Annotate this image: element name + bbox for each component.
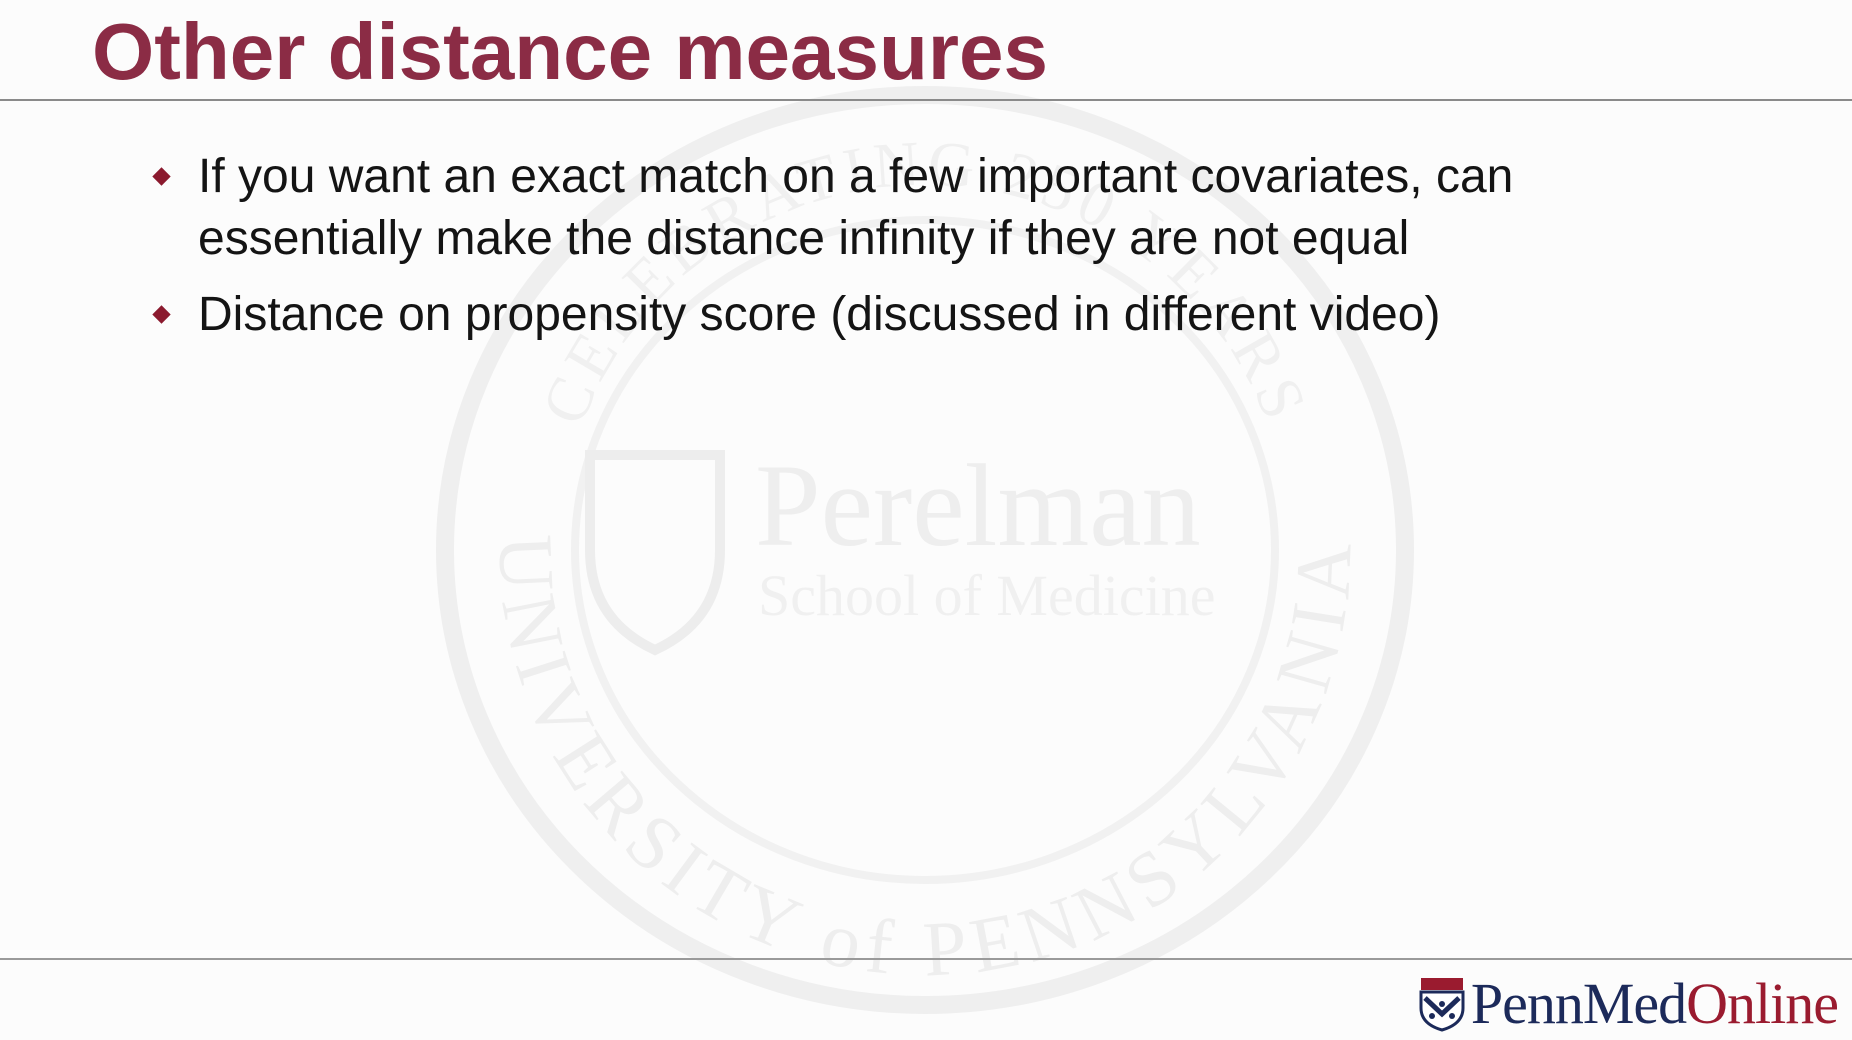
footer-divider xyxy=(0,958,1852,960)
seal-outer-ring xyxy=(436,86,1414,1014)
seal-name-line2: School of Medicine xyxy=(758,563,1215,628)
bullet-list: If you want an exact match on a few impo… xyxy=(148,146,1708,360)
pennmedonline-logo: PennMedOnline xyxy=(1419,971,1839,1036)
slide-title: Other distance measures xyxy=(92,7,1048,96)
diamond-bullet-icon xyxy=(152,305,171,324)
logo-wordmark: PennMedOnline xyxy=(1470,971,1839,1036)
bullet-text: If you want an exact match on a few impo… xyxy=(198,150,1514,265)
perelman-seal-watermark: CELEBRATING 250 YEARS UNIVERSITY of PENN… xyxy=(436,86,1414,1014)
bullet-text: Distance on propensity score (discussed … xyxy=(198,288,1441,341)
seal-shield-icon xyxy=(585,450,725,656)
bullet-item: If you want an exact match on a few impo… xyxy=(148,146,1708,270)
seal-name-line1: Perelman xyxy=(755,440,1201,571)
diamond-bullet-icon xyxy=(152,167,171,186)
seal-inner-ring xyxy=(571,216,1279,884)
bullet-item: Distance on propensity score (discussed … xyxy=(148,284,1708,346)
penn-shield-icon xyxy=(1419,978,1465,1032)
title-divider xyxy=(0,99,1852,101)
